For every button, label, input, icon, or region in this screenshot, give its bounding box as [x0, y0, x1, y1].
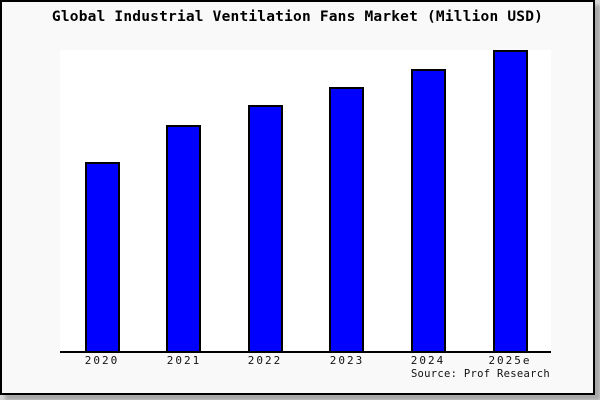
x-tick-label-2023: 2023 [329, 354, 365, 367]
bar-2023 [329, 87, 364, 351]
chart-title: Global Industrial Ventilation Fans Marke… [51, 9, 544, 25]
x-tick-label-2024: 2024 [410, 354, 446, 367]
chart-canvas: Global Industrial Ventilation Fans Marke… [0, 0, 595, 395]
x-tick-label-2022: 2022 [247, 354, 283, 367]
bar-2021 [166, 125, 201, 351]
bar-2020 [85, 162, 120, 351]
plot-area [60, 50, 551, 353]
x-tick-label-2025e: 2025e [488, 354, 532, 367]
x-tick-label-2021: 2021 [166, 354, 202, 367]
bar-2024 [411, 69, 446, 351]
bar-2022 [248, 105, 283, 351]
bar-2025e [493, 50, 528, 351]
source-credit: Source: Prof Research [410, 368, 550, 380]
x-tick-label-2020: 2020 [84, 354, 120, 367]
